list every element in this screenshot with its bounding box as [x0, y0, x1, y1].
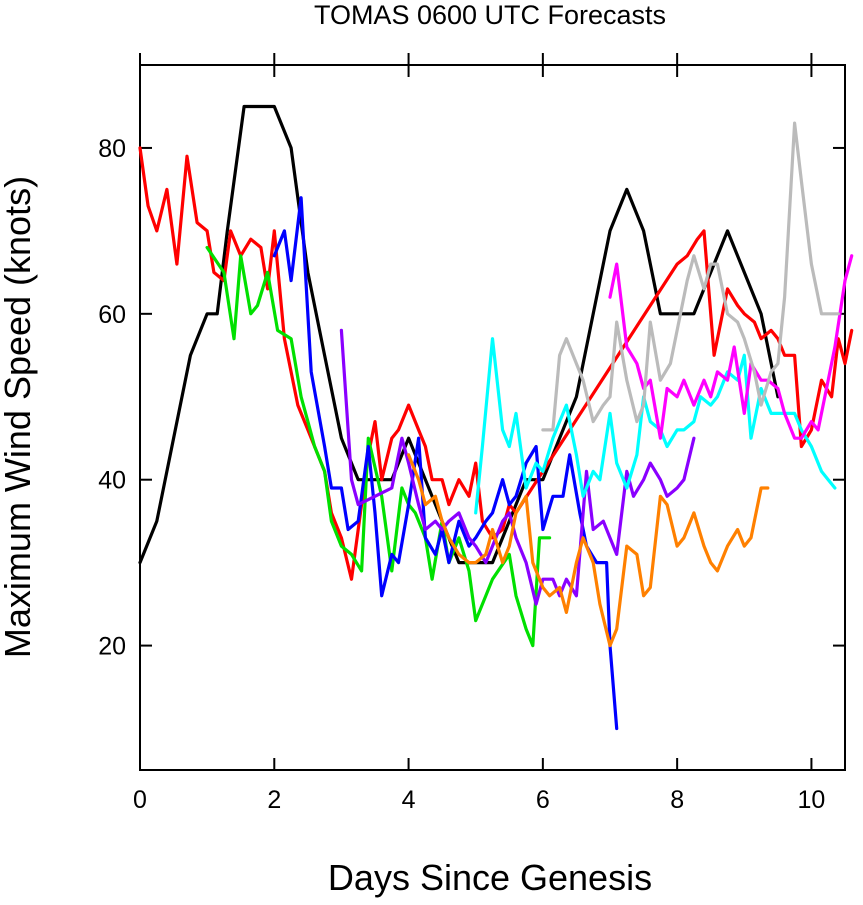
- y-tick-label: 40: [98, 467, 126, 495]
- series-line-6: [407, 453, 770, 648]
- series-line-7: [474, 337, 837, 515]
- x-tick-label: 0: [133, 786, 147, 814]
- plot-frame: [139, 64, 846, 771]
- series-line-2: [138, 146, 854, 581]
- series-line-9: [541, 121, 840, 432]
- plot-border: [139, 64, 846, 771]
- y-axis-label: Maximum Wind Speed (knots): [0, 176, 38, 658]
- y-tick-label: 20: [98, 633, 126, 661]
- x-tick-label: 4: [402, 786, 416, 814]
- x-tick-label: 10: [798, 786, 826, 814]
- x-tick-label: 8: [670, 786, 684, 814]
- series-line-1: [138, 104, 780, 565]
- x-tick-label: 2: [267, 786, 281, 814]
- series-lines: [138, 104, 854, 731]
- axis-ticks: 0 2 4 6 8 10 20 40 60 80: [98, 53, 845, 814]
- y-tick-label: 80: [98, 135, 126, 163]
- y-tick-label: 60: [98, 301, 126, 329]
- x-axis-label: Days Since Genesis: [328, 857, 652, 898]
- series-line-4: [272, 196, 619, 731]
- series-line-8: [608, 254, 854, 440]
- series-line-5: [339, 328, 696, 606]
- x-tick-label: 6: [536, 786, 550, 814]
- chart-title: TOMAS 0600 UTC Forecasts: [314, 0, 666, 30]
